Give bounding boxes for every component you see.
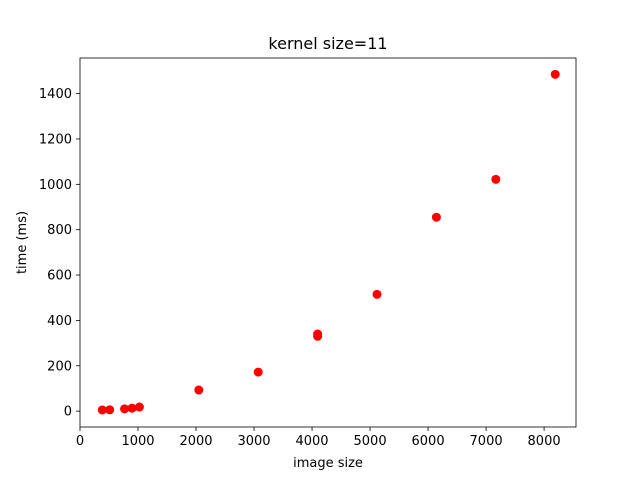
y-tick-label: 200 [47,359,72,374]
x-tick-label: 6000 [412,434,445,449]
x-tick-label: 8000 [528,434,561,449]
data-point [372,289,382,299]
data-point [431,212,441,222]
chart-title: kernel size=11 [268,34,387,53]
data-point [194,385,204,395]
x-tick-label: 4000 [295,434,328,449]
data-point [97,405,107,415]
x-tick-label: 5000 [354,434,387,449]
axes: 0 1000 2000 3000 4000 5000 6000 7000 8000 0 200 400… [39,57,577,449]
x-tick-label: 7000 [470,434,503,449]
x-tick-label: 1000 [121,434,154,449]
y-tick-label: 1000 [39,178,72,193]
y-tick-label: 1200 [39,132,72,147]
y-tick-label: 1400 [39,87,72,102]
x-axis-label: image size [293,456,363,471]
x-tick-label: 2000 [179,434,212,449]
data-point [253,367,263,377]
scatter-points [97,69,560,415]
y-tick-label: 600 [47,269,72,284]
data-point [313,329,323,339]
x-tick-label: 0 [76,434,84,449]
y-tick-label: 0 [64,405,72,420]
y-tick-label: 800 [47,223,72,238]
x-tick-label: 3000 [237,434,270,449]
data-point [120,404,130,414]
data-point [105,405,115,415]
data-point [550,69,560,79]
plot-frame [79,57,577,428]
data-point [127,403,137,413]
y-tick-label: 400 [47,314,72,329]
data-point [134,402,144,412]
y-axis-label: time (ms) [15,211,30,274]
data-point [491,174,501,184]
